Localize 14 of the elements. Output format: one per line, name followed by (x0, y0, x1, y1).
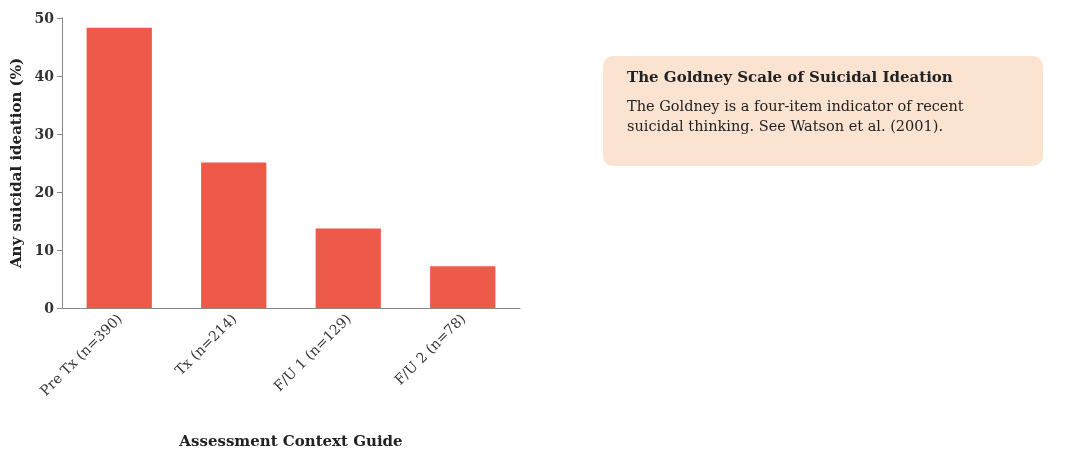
y-tick-label: 50 (34, 10, 55, 26)
y-tick-label: 0 (44, 300, 55, 316)
y-tick-label: 10 (34, 242, 55, 258)
text: The Goldney is a four-item indicator of recent suicidal thinking. See Watson et al. (2001). (627, 97, 965, 136)
bar (201, 162, 267, 308)
y-tick-label: 20 (34, 184, 55, 200)
y-tick-label: 40 (34, 68, 55, 84)
bar (315, 228, 381, 308)
text: The Goldney Scale of Suicidal Ideation (627, 68, 954, 86)
y-axis-title: Any suicidal ideation (%) (7, 57, 26, 270)
bar (86, 27, 152, 308)
bar (430, 266, 496, 308)
y-tick-label: 30 (34, 126, 55, 142)
x-axis-title: Assessment Context Guide (178, 431, 403, 450)
